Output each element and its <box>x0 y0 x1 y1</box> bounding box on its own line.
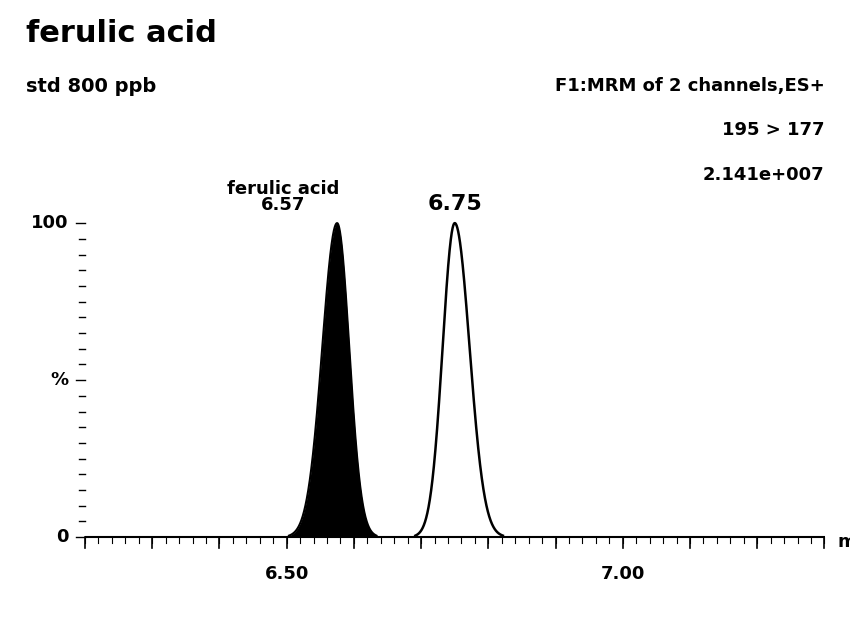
Text: 6.57: 6.57 <box>261 196 305 213</box>
Text: 2.141e+007: 2.141e+007 <box>703 166 824 184</box>
Text: 7.00: 7.00 <box>601 566 645 583</box>
Text: 195 > 177: 195 > 177 <box>722 121 824 139</box>
Text: std 800 ppb: std 800 ppb <box>26 77 156 96</box>
Text: ferulic acid: ferulic acid <box>227 180 339 198</box>
Text: F1:MRM of 2 channels,ES+: F1:MRM of 2 channels,ES+ <box>555 77 824 95</box>
Text: 6.75: 6.75 <box>428 194 482 213</box>
Text: 6.50: 6.50 <box>264 566 309 583</box>
Text: 0: 0 <box>56 528 68 546</box>
Text: 100: 100 <box>31 214 68 232</box>
Text: %: % <box>50 371 68 389</box>
Text: ferulic acid: ferulic acid <box>26 19 217 48</box>
Text: min: min <box>838 533 850 551</box>
